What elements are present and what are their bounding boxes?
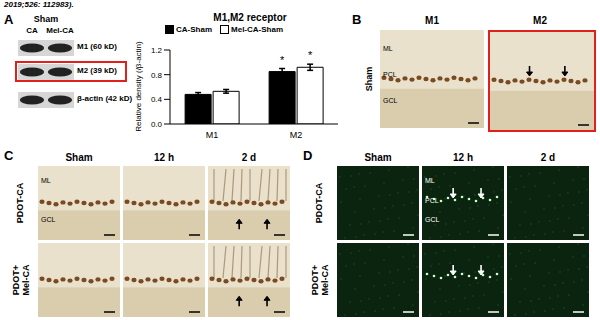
html-text:Sham: Sham <box>65 152 93 163</box>
html-text:Sham: Sham <box>364 152 392 163</box>
html-text:Sham: Sham <box>364 66 374 92</box>
html-text:Sham: Sham <box>33 14 59 24</box>
svg-text:0.0: 0.0 <box>151 120 163 129</box>
html-text:Mel-CA: Mel-CA <box>46 26 74 35</box>
html-text:GCL: GCL <box>425 216 440 224</box>
html-text:12 h: 12 h <box>154 152 174 163</box>
html-text:D: D <box>303 148 313 163</box>
html-text:2019;526: 112983).: 2019;526: 112983). <box>4 0 74 9</box>
svg-text:*: * <box>308 49 313 61</box>
html-text:12 h: 12 h <box>453 152 473 163</box>
svg-text:0.8: 0.8 <box>151 71 163 80</box>
html-text:PDOT-CA: PDOT-CA <box>15 182 25 224</box>
html-text:Relative density (/β-actin): Relative density (/β-actin) <box>133 40 143 132</box>
html-text:M1: M1 <box>425 15 439 26</box>
html-text:PDOT-CA: PDOT-CA <box>314 182 324 224</box>
html-text:M2: M2 <box>533 15 547 26</box>
html-text:GCL: GCL <box>383 96 398 104</box>
svg-text:*: * <box>280 54 285 66</box>
html-text:PCL: PCL <box>425 197 439 205</box>
html-text:Mel-CA: Mel-CA <box>319 264 329 296</box>
svg-text:M2: M2 <box>290 130 303 140</box>
html-text:ML: ML <box>383 44 393 52</box>
html-text:C: C <box>4 148 14 163</box>
html-text:PCL: PCL <box>383 71 397 79</box>
html-text:Mel-CA: Mel-CA <box>20 264 30 296</box>
html-text:β-actin (42 kD): β-actin (42 kD) <box>77 94 133 103</box>
html-text:CA: CA <box>26 26 38 35</box>
html-text:PDOT+: PDOT+ <box>10 264 20 296</box>
html-text:M1 (60 kD): M1 (60 kD) <box>77 42 117 51</box>
html-text:ML: ML <box>425 177 435 185</box>
svg-text:M1: M1 <box>206 130 219 140</box>
html-text:CA-Sham: CA-Sham <box>176 25 212 34</box>
html-text:Mel-CA-Sham: Mel-CA-Sham <box>231 25 283 34</box>
html-text:2 d: 2 d <box>241 152 257 163</box>
html-text:B: B <box>352 12 362 27</box>
html-text:M2 (39 kD): M2 (39 kD) <box>77 66 117 75</box>
html-text:GCL: GCL <box>41 216 56 224</box>
html-text:2 d: 2 d <box>540 152 556 163</box>
html-text:ML: ML <box>41 177 51 185</box>
html-text:A: A <box>4 12 14 27</box>
html-text:PDOT+: PDOT+ <box>309 264 319 296</box>
svg-text:0.4: 0.4 <box>151 95 163 104</box>
svg-text:1.2: 1.2 <box>151 46 163 55</box>
html-text:M1,M2 receptor: M1,M2 receptor <box>213 12 287 23</box>
